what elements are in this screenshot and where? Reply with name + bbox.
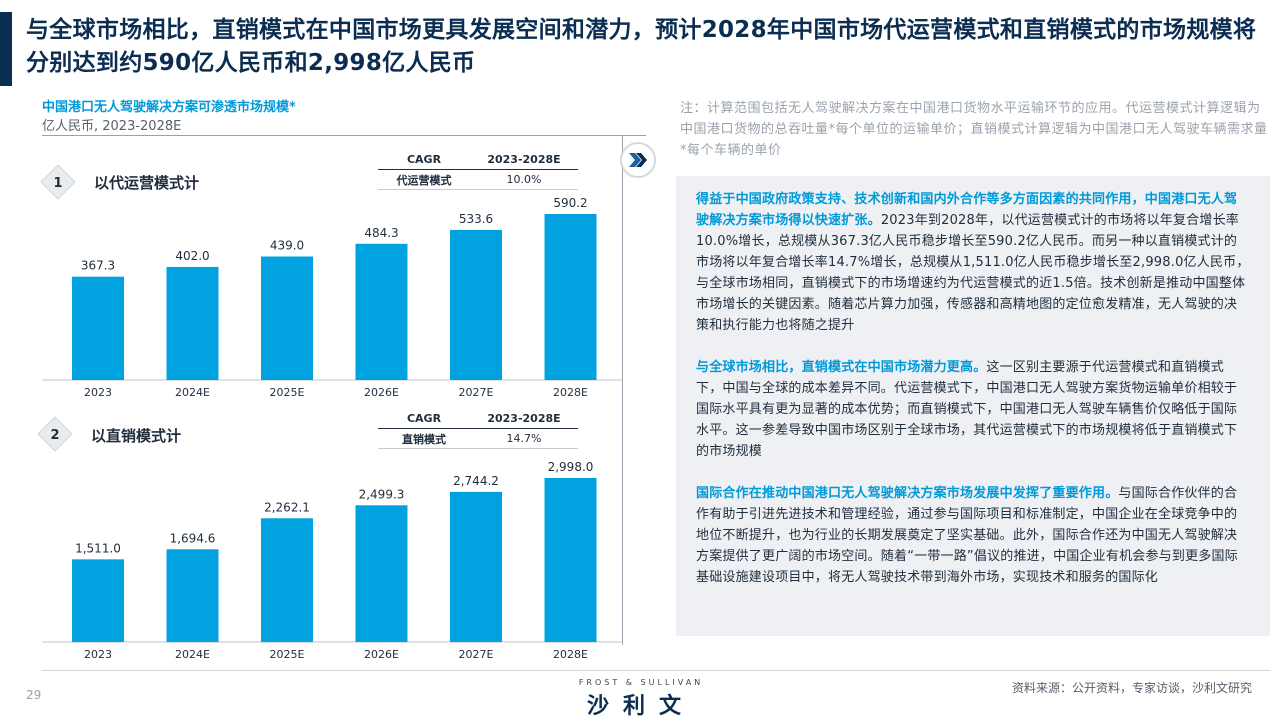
page-headline: 与全球市场相比，直销模式在中国市场更具发展空间和潜力，预计2028年中国市场代运… [26,17,1257,76]
value-label-2027E: 2,744.2 [453,474,499,488]
cagr-table-2: CAGR 2023-2028E 直销模式 14.7% [378,409,578,449]
source-citation: 资料来源：公开资料，专家访谈，沙利文研究 [1011,681,1252,695]
cagr-row-value: 10.0% [506,173,542,186]
bar-2025E [261,256,313,380]
cagr-row-label: 代运营模式 [396,173,452,187]
bar-2024E [166,549,219,642]
value-label-2026E: 484.3 [364,226,398,240]
paragraph-3-highlight: 国际合作在推动中国港口无人驾驶解决方案市场发展中发挥了重要作用。 [696,486,1119,501]
tick-label-2023: 2023 [84,648,112,661]
cagr-row-label: 直销模式 [402,432,446,446]
section-badge-1-number: 1 [53,176,62,191]
cagr-header: CAGR [406,412,442,425]
bar-2023 [72,276,124,380]
tick-label-2024E: 2024E [175,648,210,661]
section-badge-1: 1 [40,164,76,200]
tick-label-2028E: 2028E [553,386,588,399]
analysis-panel: 得益于中国政府政策支持、技术创新和国内外合作等多方面因素的共同作用，中国港口无人… [676,176,1270,636]
section-badge-2-number: 2 [50,428,59,443]
section-label-2: 以直销模式计 [91,427,182,445]
tick-label-2027E: 2027E [459,648,494,661]
bar-2027E [450,491,502,642]
paragraph-2-body: 这一区别主要源于代运营模式和直销模式下，中国与全球的成本差异不同。代运营模式下，… [696,360,1238,459]
bar-2027E [450,229,502,380]
value-label-2025E: 2,262.1 [264,500,310,514]
value-label-2027E: 533.6 [459,212,493,226]
tick-label-2025E: 2025E [270,648,305,661]
bar-2028E [544,478,597,642]
value-label-2023: 367.3 [81,259,115,273]
cagr-period-header: 2023-2028E [487,412,561,425]
chart-title: 中国港口无人驾驶解决方案可渗透市场规模* [42,100,296,115]
title-divider [42,135,646,136]
paragraph-2-highlight: 与全球市场相比，直销模式在中国市场潜力更高。 [696,360,987,375]
section-badge-2: 2 [37,416,73,452]
value-label-2023: 1,511.0 [75,541,121,555]
brand-logo: 沙利文 [586,694,695,719]
section-label-1: 以代运营模式计 [94,174,200,192]
value-label-2024E: 1,694.6 [170,531,216,545]
chevron-right-icon [620,142,656,178]
methodology-note: 注：计算范围包括无人驾驶解决方案在中国港口货物水平运输环节的应用。代运营模式计算… [680,101,1268,158]
tick-label-2028E: 2028E [553,648,588,661]
paragraph-1-body: 2023年到2028年，以代运营模式计的市场将以年复合增长率10.0%增长，总规… [696,213,1250,333]
analysis-paragraph-2: 与全球市场相比，直销模式在中国市场潜力更高。这一区别主要源于代运营模式和直销模式… [696,357,1250,462]
tick-label-2026E: 2026E [364,386,399,399]
tick-label-2023: 2023 [84,386,112,399]
bar-chart-2: 1,511.0 2023 1,694.6 2024E 2,262.1 2025E 2,499… [42,460,622,661]
value-label-2028E: 590.2 [553,198,587,210]
cagr-row-value: 14.7% [506,432,542,445]
bar-2028E [544,214,597,380]
bar-2023 [72,559,124,642]
page-number: 29 [26,688,42,702]
analysis-paragraph-1: 得益于中国政府政策支持、技术创新和国内外合作等多方面因素的共同作用，中国港口无人… [696,189,1250,336]
bar-2025E [261,518,313,642]
cagr-header: CAGR [406,153,442,166]
tick-label-2024E: 2024E [175,386,210,399]
chart-subtitle: 亿人民币, 2023-2028E [42,119,182,134]
bar-chart-1: 367.3 2023 402.0 2024E 439.0 2025E 484.3 2026E 5… [42,198,622,399]
footer-divider [42,670,1270,671]
bar-2024E [166,266,219,380]
brand-logo-text: FROST & SULLIVAN [578,678,704,687]
value-label-2026E: 2,499.3 [359,487,405,501]
value-label-2025E: 439.0 [270,239,304,253]
paragraph-1-highlight: 得益于中国政府政策支持、技术创新和国内外合作等多方面因素的共同作用，中国港口无人… [696,192,1238,228]
tick-label-2027E: 2027E [459,386,494,399]
bar-2026E [355,243,408,380]
value-label-2028E: 2,998.0 [548,460,594,474]
tick-label-2026E: 2026E [364,648,399,661]
bar-2026E [355,505,408,642]
analysis-paragraph-3: 国际合作在推动中国港口无人驾驶解决方案市场发展中发挥了重要作用。与国际合作伙伴的… [696,483,1250,588]
paragraph-3-body: 与国际合作伙伴的合作有助于引进先进技术和管理经验，通过参与国际项目和标准制定，中… [696,486,1238,585]
value-label-2024E: 402.0 [175,249,209,263]
tick-label-2025E: 2025E [270,386,305,399]
panel-separator [622,135,623,645]
headline-accent-bar [0,12,12,86]
cagr-period-header: 2023-2028E [487,153,561,166]
cagr-table-1: CAGR 2023-2028E 代运营模式 10.0% [378,150,578,190]
